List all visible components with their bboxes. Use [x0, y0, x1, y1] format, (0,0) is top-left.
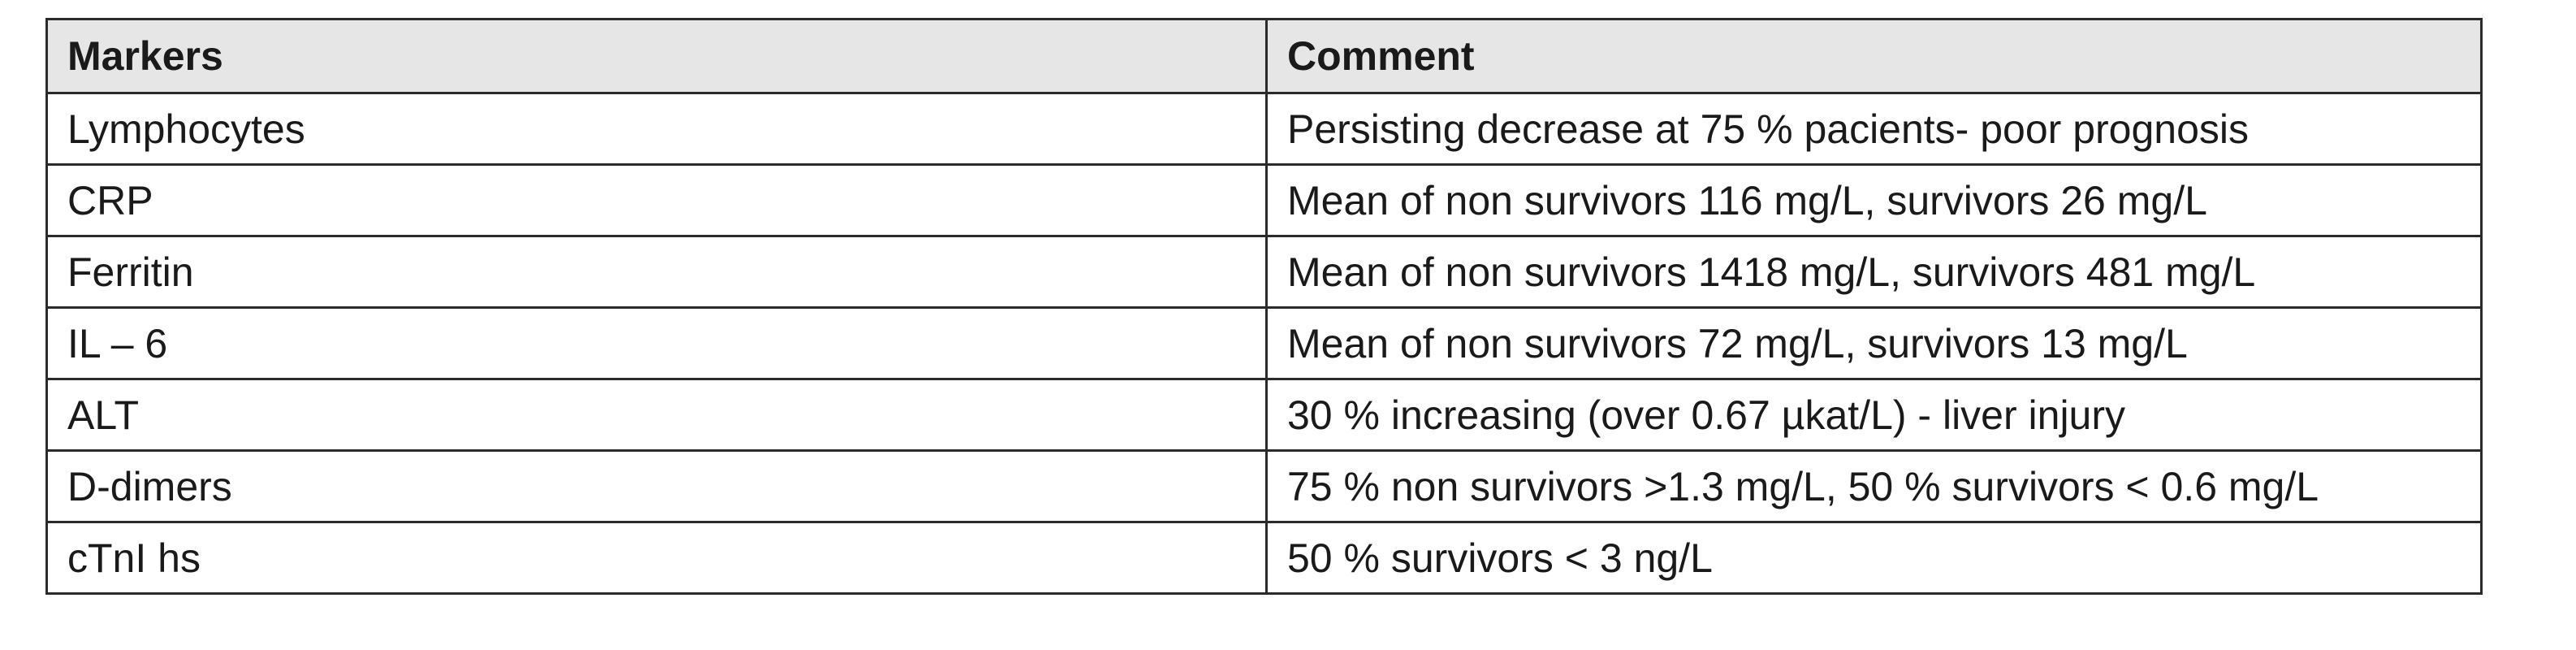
table-row: Ferritin Mean of non survivors 1418 mg/L…	[45, 235, 2483, 309]
comment-cell: Mean of non survivors 116 mg/L, survivor…	[1265, 163, 2483, 237]
comment-cell: 30 % increasing (over 0.67 µkat/L) - liv…	[1265, 378, 2483, 452]
comment-cell: Persisting decrease at 75 % pacients- po…	[1265, 92, 2483, 166]
table-row: ALT 30 % increasing (over 0.67 µkat/L) -…	[45, 378, 2483, 452]
header-markers: Markers	[45, 18, 1268, 94]
comment-cell: 75 % non survivors >1.3 mg/L, 50 % survi…	[1265, 449, 2483, 523]
comment-cell: 50 % survivors < 3 ng/L	[1265, 521, 2483, 595]
header-comment: Comment	[1265, 18, 2483, 94]
marker-cell: CRP	[45, 163, 1268, 237]
table-row: Lymphocytes Persisting decrease at 75 % …	[45, 92, 2483, 166]
marker-cell: Ferritin	[45, 235, 1268, 309]
table-row: CRP Mean of non survivors 116 mg/L, surv…	[45, 163, 2483, 237]
comment-cell: Mean of non survivors 1418 mg/L, survivo…	[1265, 235, 2483, 309]
table-row: D-dimers 75 % non survivors >1.3 mg/L, 5…	[45, 449, 2483, 523]
markers-table: Markers Comment Lymphocytes Persisting d…	[45, 18, 2483, 595]
marker-cell: cTnI hs	[45, 521, 1268, 595]
table-row: cTnI hs 50 % survivors < 3 ng/L	[45, 521, 2483, 595]
marker-cell: Lymphocytes	[45, 92, 1268, 166]
table-header-row: Markers Comment	[45, 18, 2483, 94]
markers-table-container: Markers Comment Lymphocytes Persisting d…	[45, 18, 2483, 595]
marker-cell: IL – 6	[45, 306, 1268, 380]
comment-cell: Mean of non survivors 72 mg/L, survivors…	[1265, 306, 2483, 380]
marker-cell: ALT	[45, 378, 1268, 452]
marker-cell: D-dimers	[45, 449, 1268, 523]
table-row: IL – 6 Mean of non survivors 72 mg/L, su…	[45, 306, 2483, 380]
